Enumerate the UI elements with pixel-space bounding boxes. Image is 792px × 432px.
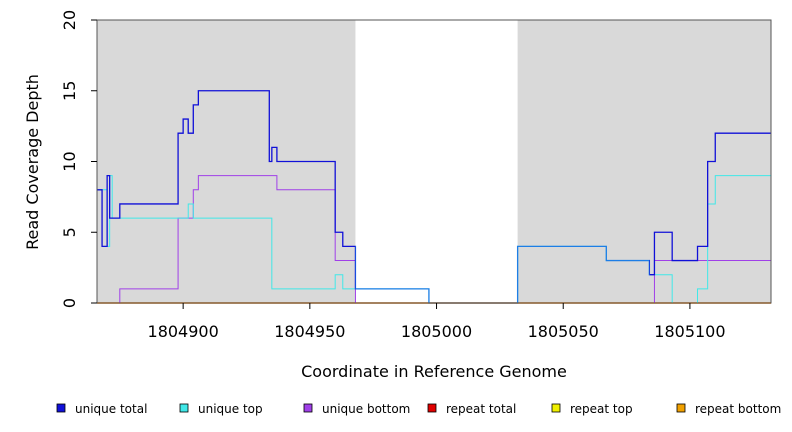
series-unique-total <box>97 90 356 290</box>
legend-swatch <box>56 403 66 413</box>
y-tick-label: 20 <box>60 10 79 30</box>
x-axis-title: Coordinate in Reference Genome <box>301 362 567 381</box>
shaded-region <box>517 20 771 303</box>
legend: unique total unique top unique bottom repea… <box>56 402 781 416</box>
legend-swatch <box>179 403 189 413</box>
x-tick-label: 1804950 <box>274 322 345 341</box>
legend-item: unique top <box>179 402 263 416</box>
x-tick-label: 1805000 <box>401 322 472 341</box>
legend-label: unique top <box>198 402 263 416</box>
legend-label: unique total <box>75 402 147 416</box>
y-axis-title: Read Coverage Depth <box>23 74 42 250</box>
x-tick-label: 1805050 <box>528 322 599 341</box>
legend-swatch <box>676 403 686 413</box>
y-tick-label: 15 <box>60 81 79 101</box>
legend-label: repeat total <box>446 402 516 416</box>
legend-item: repeat bottom <box>676 402 781 416</box>
legend-item: repeat top <box>551 402 633 416</box>
legend-swatch <box>427 403 437 413</box>
legend-item: unique bottom <box>303 402 410 416</box>
legend-swatch <box>551 403 561 413</box>
legend-swatch <box>303 403 313 413</box>
y-tick-label: 5 <box>60 227 79 237</box>
y-tick-label: 0 <box>60 298 79 308</box>
legend-label: repeat top <box>570 402 633 416</box>
x-tick-label: 1805100 <box>654 322 725 341</box>
y-tick-label: 10 <box>60 151 79 171</box>
series-unique-total-right <box>649 132 771 276</box>
axes: 1804900 1804950 1805000 1805050 1805100 0 5 10 1… <box>60 10 726 341</box>
legend-item: repeat total <box>427 402 516 416</box>
x-tick-label: 1804900 <box>148 322 219 341</box>
legend-label: unique bottom <box>322 402 410 416</box>
legend-item: unique total <box>56 402 147 416</box>
legend-label: repeat bottom <box>695 402 781 416</box>
